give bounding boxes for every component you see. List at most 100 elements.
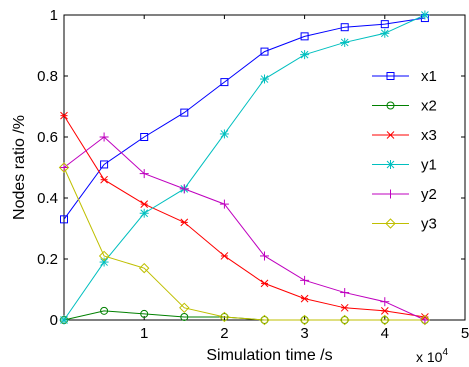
data-point-y3 (138, 262, 150, 274)
y-tick-label: 0.4 (37, 190, 58, 207)
plot-frame (63, 14, 466, 321)
data-point-x1 (260, 47, 269, 56)
legend-item-x2: x2 (372, 98, 437, 115)
data-point-y1 (99, 257, 109, 267)
data-point-y2 (300, 275, 310, 285)
data-point-x3 (140, 200, 149, 208)
legend-item-x3: x3 (372, 127, 437, 144)
data-point-x2 (100, 306, 109, 315)
data-point-y3 (98, 250, 110, 262)
legend-marker (385, 218, 396, 229)
data-point-x2 (260, 316, 269, 324)
data-point-x3 (260, 279, 269, 288)
legend-label: y2 (421, 186, 437, 203)
data-point-x3 (300, 294, 309, 303)
data-point-x2 (180, 312, 189, 321)
data-point-y1 (300, 50, 310, 60)
legend-item-y2: y2 (372, 186, 437, 203)
data-point-x3 (60, 111, 68, 120)
legend-label: x2 (421, 98, 437, 115)
data-point-x1 (140, 133, 149, 141)
y-tick-label: 0 (50, 312, 58, 329)
legend-label: y3 (421, 216, 437, 233)
data-point-x3 (220, 252, 229, 260)
data-point-x3 (380, 306, 389, 315)
y-tick-label: 0.8 (37, 68, 58, 85)
tick-labels: 1 2 3 4 5 0 0.2 0.4 0.6 0.8 1 (37, 7, 469, 342)
data-point-y2 (380, 297, 390, 307)
y-tick-label: 0.6 (37, 129, 58, 146)
data-point-y1 (219, 129, 229, 139)
data-point-y2 (59, 163, 69, 172)
data-point-x1 (220, 78, 229, 87)
data-point-x2 (340, 316, 349, 324)
tick-marks (64, 14, 466, 321)
data-point-x1 (340, 23, 349, 32)
data-point-x3 (100, 175, 108, 184)
legend-marker (386, 72, 395, 80)
x-tick-label: 2 (220, 325, 228, 342)
data-point-y1 (380, 28, 390, 38)
data-point-y1 (139, 208, 149, 218)
data-point-y1 (59, 315, 69, 325)
x-axis-exponent-base: x 10 (416, 349, 443, 365)
data-point-y2 (99, 132, 109, 142)
data-point-y3 (219, 311, 230, 323)
series-line-y3 (63, 167, 425, 321)
data-point-x2 (140, 309, 149, 318)
legend-item-y3: y3 (372, 216, 437, 233)
legend-label: x1 (421, 68, 437, 85)
series-line-x3 (63, 115, 425, 318)
data-point-x1 (380, 20, 389, 29)
y-tick-label: 1 (50, 7, 58, 24)
y-axis-label: Nodes ratio /% (11, 115, 28, 220)
x-axis-exponent: x 104 (416, 347, 448, 365)
x-tick-label: 4 (381, 325, 389, 342)
data-point-y2 (139, 169, 149, 179)
x-tick-label: 3 (300, 325, 308, 342)
series-line-y2 (63, 136, 426, 321)
x-tick-label: 1 (140, 325, 148, 342)
legend-marker (386, 189, 395, 199)
data-point-y2 (260, 251, 269, 261)
data-point-x3 (340, 303, 349, 312)
data-point-x1 (60, 215, 68, 224)
data-point-y1 (340, 37, 350, 47)
legend-item-y1: y1 (372, 157, 437, 174)
series-line-y1 (63, 14, 426, 321)
data-point-y3 (339, 314, 350, 326)
axes (63, 14, 466, 321)
legend: x1 x2 x3 y1 y2 y3 (372, 68, 437, 233)
legend-label: y1 (421, 157, 437, 174)
data-point-y3 (299, 314, 310, 326)
data-point-x3 (180, 218, 189, 227)
series-line-x1 (63, 17, 425, 220)
data-point-y1 (420, 10, 430, 20)
y-tick-label: 0.2 (37, 251, 58, 268)
series-markers (58, 10, 431, 326)
data-point-x1 (180, 108, 189, 117)
data-point-x2 (300, 316, 309, 324)
data-point-y2 (219, 199, 229, 209)
legend-marker (386, 131, 395, 139)
x-axis-exponent-power: 4 (442, 347, 448, 358)
data-point-x2 (220, 312, 229, 321)
data-point-y2 (179, 184, 189, 194)
legend-marker (386, 160, 395, 169)
x-axis-label: Simulation time /s (206, 347, 332, 364)
x-tick-label: 5 (461, 325, 469, 342)
legend-label: x3 (421, 127, 437, 144)
data-point-x2 (380, 316, 389, 324)
legend-item-x1: x1 (372, 68, 437, 85)
data-point-y3 (259, 314, 270, 326)
legend-marker (386, 101, 395, 110)
data-point-y2 (420, 315, 430, 325)
data-point-y3 (419, 314, 431, 326)
series-lines (63, 14, 426, 321)
data-point-x1 (100, 160, 109, 169)
data-point-y2 (340, 288, 350, 298)
data-point-y3 (379, 314, 391, 326)
data-point-y3 (58, 162, 70, 173)
data-point-x1 (300, 32, 309, 41)
